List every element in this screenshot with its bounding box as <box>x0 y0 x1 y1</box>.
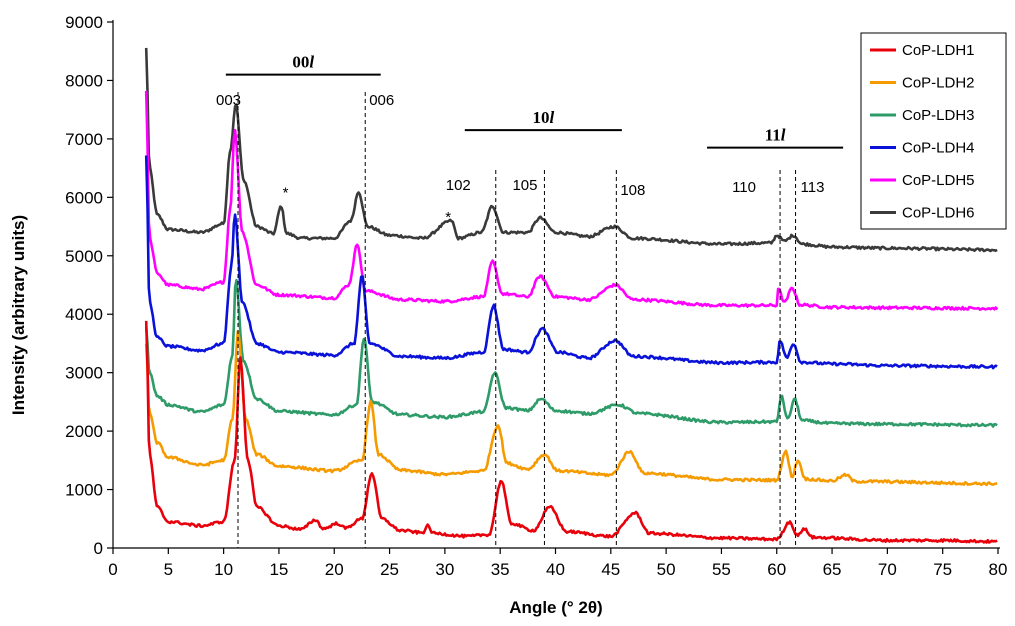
x-tick-label-45: 45 <box>601 560 620 579</box>
impurity-marker-1: * <box>283 184 289 201</box>
y-tick-label-2000: 2000 <box>65 422 103 441</box>
y-tick-label-8000: 8000 <box>65 71 103 90</box>
ref-label-110: 110 <box>732 179 756 196</box>
series-line-1 <box>144 320 998 544</box>
y-tick-label-1000: 1000 <box>65 481 103 500</box>
impurity-marker-2: * <box>445 209 451 226</box>
series-line-4 <box>144 155 998 370</box>
y-tick-label-9000: 9000 <box>65 13 103 32</box>
x-tick-label-75: 75 <box>933 560 952 579</box>
y-tick-label-3000: 3000 <box>65 364 103 383</box>
x-tick-label-30: 30 <box>435 560 454 579</box>
series-line-2 <box>144 330 998 487</box>
ref-label-003: 003 <box>216 92 241 109</box>
x-tick-label-0: 0 <box>108 560 117 579</box>
ref-label-105: 105 <box>512 177 537 194</box>
x-tick-label-5: 5 <box>164 560 173 579</box>
peak-annotations: ** <box>283 184 452 226</box>
legend-box <box>860 32 1007 230</box>
legend: CoP-LDH1 CoP-LDH2 CoP-LDH3 CoP-LDH4 CoP-LDH5… <box>860 32 1007 230</box>
axes: 0 5 10 15 20 25 30 35 40 45 50 55 60 65 70 75 80 0 1000 200… <box>65 13 1007 579</box>
ref-label-113: 113 <box>801 179 825 196</box>
legend-label-3: CoP-LDH3 <box>902 107 975 124</box>
group-label-11l: 11l <box>765 126 786 145</box>
series-line-6 <box>144 47 998 253</box>
y-tick-label-4000: 4000 <box>65 305 103 324</box>
x-tick-label-40: 40 <box>546 560 565 579</box>
y-tick-label-0: 0 <box>94 539 103 558</box>
series-curves <box>144 47 999 544</box>
x-tick-label-35: 35 <box>491 560 510 579</box>
y-tick-label-6000: 6000 <box>65 188 103 207</box>
x-tick-label-25: 25 <box>380 560 399 579</box>
x-tick-label-70: 70 <box>878 560 897 579</box>
reference-lines: 003 006 102 105 108 110 113 00l 10l 11l <box>216 53 844 548</box>
series-line-5 <box>144 90 999 311</box>
y-tick-label-7000: 7000 <box>65 130 103 149</box>
x-tick-label-55: 55 <box>712 560 731 579</box>
ref-label-102: 102 <box>446 177 471 194</box>
x-axis-title: Angle (° 2θ) <box>509 598 602 617</box>
series-line-3 <box>144 278 998 428</box>
x-tick-label-60: 60 <box>767 560 786 579</box>
x-tick-label-15: 15 <box>269 560 288 579</box>
y-axis-title: Intensity (arbitrary units) <box>9 215 28 415</box>
legend-label-6: CoP-LDH6 <box>902 205 975 222</box>
legend-label-1: CoP-LDH1 <box>902 42 975 59</box>
x-tick-label-20: 20 <box>325 560 344 579</box>
x-tick-label-65: 65 <box>823 560 842 579</box>
legend-label-4: CoP-LDH4 <box>902 140 975 157</box>
ref-label-108: 108 <box>620 182 645 199</box>
group-label-00l: 00l <box>292 53 314 72</box>
y-tick-label-5000: 5000 <box>65 247 103 266</box>
group-label-10l: 10l <box>532 108 554 127</box>
x-tick-label-80: 80 <box>989 560 1008 579</box>
x-tick-label-10: 10 <box>214 560 233 579</box>
legend-label-5: CoP-LDH5 <box>902 172 975 189</box>
legend-label-2: CoP-LDH2 <box>902 75 975 92</box>
x-tick-label-50: 50 <box>657 560 676 579</box>
ref-label-006: 006 <box>369 92 394 109</box>
